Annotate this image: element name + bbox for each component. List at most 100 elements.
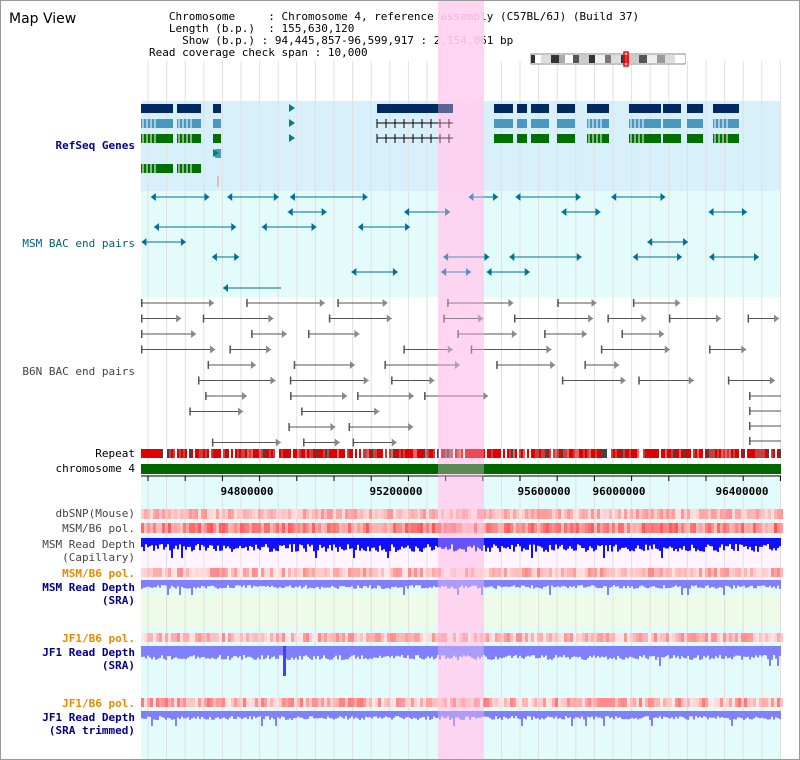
- read-depth-bar: [451, 538, 453, 545]
- repeat-mark: [247, 449, 249, 458]
- track-label-msm-depth-sra[interactable]: MSM Read Depth (SRA): [42, 581, 135, 607]
- polymorphism-mark: [270, 509, 273, 519]
- read-depth-bar: [315, 711, 317, 719]
- read-depth-bar: [721, 646, 723, 659]
- track-label-dbsnp[interactable]: dbSNP(Mouse): [55, 507, 135, 520]
- read-depth-bar: [197, 538, 199, 545]
- refseq-gene: [141, 134, 173, 143]
- read-depth-bar: [417, 646, 419, 656]
- read-depth-bar: [337, 580, 339, 589]
- polymorphism-mark: [663, 568, 666, 577]
- read-depth-bar: [403, 711, 405, 720]
- polymorphism-mark: [648, 698, 651, 707]
- repeat-mark: [551, 449, 553, 458]
- read-depth-bar: [341, 580, 343, 587]
- msm-bac-end: [261, 223, 267, 231]
- repeat-mark: [443, 449, 445, 458]
- read-depth-bar: [179, 711, 181, 720]
- read-depth-bar: [281, 646, 283, 656]
- polymorphism-mark: [642, 698, 645, 707]
- track-label-jf1-b6-pol[interactable]: JF1/B6 pol.: [62, 632, 135, 645]
- polymorphism-mark: [684, 509, 687, 519]
- read-depth-bar: [567, 538, 569, 549]
- track-label-msm-b6-pol[interactable]: MSM/B6 pol.: [62, 522, 135, 535]
- read-depth-bar: [415, 580, 417, 586]
- read-depth-bar: [497, 580, 499, 586]
- polymorphism-mark: [690, 523, 693, 533]
- read-depth-bar: [259, 580, 261, 586]
- repeat-mark: [769, 449, 771, 458]
- read-depth-bar: [577, 538, 579, 545]
- read-depth-bar: [691, 646, 693, 660]
- read-depth-bar: [385, 711, 387, 717]
- read-depth-bar: [419, 580, 421, 586]
- repeat-mark: [671, 449, 673, 458]
- polymorphism-mark: [201, 698, 204, 707]
- repeat-mark: [289, 449, 291, 458]
- repeat-mark: [195, 449, 197, 458]
- polymorphism-mark: [558, 633, 561, 642]
- track-label-refseq[interactable]: RefSeq Genes: [55, 139, 135, 152]
- repeat-mark: [621, 449, 623, 458]
- track-label-repeat[interactable]: Repeat: [95, 447, 135, 460]
- read-depth-bar: [267, 711, 269, 717]
- read-depth-bar: [651, 646, 653, 657]
- read-depth-bar: [599, 538, 601, 547]
- polymorphism-mark: [312, 568, 315, 577]
- b6n-bac-end: [675, 299, 681, 307]
- read-depth-bar: [547, 646, 549, 660]
- polymorphism-mark: [474, 568, 477, 577]
- polymorphism-mark: [594, 523, 597, 533]
- polymorphism-mark: [321, 633, 324, 642]
- repeat-mark: [275, 449, 277, 458]
- read-depth-bar: [293, 580, 295, 588]
- polymorphism-mark: [693, 633, 696, 642]
- polymorphism-mark: [672, 633, 675, 642]
- msm-bac-end: [741, 208, 747, 216]
- polymorphism-mark: [696, 523, 699, 533]
- polymorphism-mark: [600, 509, 603, 519]
- axis-tick-label: 96000000: [592, 485, 646, 498]
- read-depth-bar: [257, 711, 259, 717]
- track-label-msm-depth-capillary[interactable]: MSM Read Depth (Capillary): [42, 538, 135, 564]
- polymorphism-mark: [447, 698, 450, 707]
- polymorphism-mark: [144, 509, 147, 519]
- polymorphism-mark: [750, 568, 753, 577]
- read-depth-bar: [711, 580, 713, 587]
- track-label-jf1-depth-trimmed[interactable]: JF1 Read Depth (SRA trimmed): [42, 711, 135, 737]
- read-depth-bar: [525, 580, 527, 588]
- polymorphism-mark: [222, 633, 225, 642]
- track-label-chromosome[interactable]: chromosome 4: [55, 462, 135, 475]
- polymorphism-mark: [588, 633, 591, 642]
- polymorphism-mark: [744, 509, 747, 519]
- read-depth-bar: [625, 580, 627, 589]
- polymorphism-mark: [309, 523, 312, 533]
- read-depth-bar: [557, 711, 559, 719]
- read-depth-bar: [393, 646, 395, 659]
- polymorphism-mark: [726, 523, 729, 533]
- polymorphism-mark: [402, 633, 405, 642]
- read-depth-bar: [755, 580, 757, 589]
- read-depth-bar: [491, 646, 493, 660]
- read-depth-bar: [617, 580, 619, 587]
- polymorphism-mark: [339, 698, 342, 707]
- polymorphism-mark: [372, 633, 375, 642]
- polymorphism-mark: [774, 568, 777, 577]
- read-depth-bar: [167, 538, 169, 545]
- ideogram-band: [639, 55, 647, 63]
- polymorphism-mark: [273, 523, 276, 533]
- polymorphism-mark: [729, 633, 732, 642]
- repeat-mark: [533, 449, 535, 458]
- track-label-msm-b6-pol-sra[interactable]: MSM/B6 pol.: [62, 567, 135, 580]
- track-label-jf1-depth-sra[interactable]: JF1 Read Depth (SRA): [42, 646, 135, 672]
- polymorphism-mark: [408, 633, 411, 642]
- polymorphism-mark: [177, 633, 180, 642]
- track-label-jf1-b6-pol-trim[interactable]: JF1/B6 pol.: [62, 697, 135, 710]
- polymorphism-mark: [372, 523, 375, 533]
- polymorphism-mark: [672, 568, 675, 577]
- read-depth-bar: [271, 711, 273, 718]
- track-label-msm-bac[interactable]: MSM BAC end pairs: [22, 237, 135, 250]
- polymorphism-mark: [498, 698, 501, 707]
- track-label-b6n-bac[interactable]: B6N BAC end pairs: [22, 365, 135, 378]
